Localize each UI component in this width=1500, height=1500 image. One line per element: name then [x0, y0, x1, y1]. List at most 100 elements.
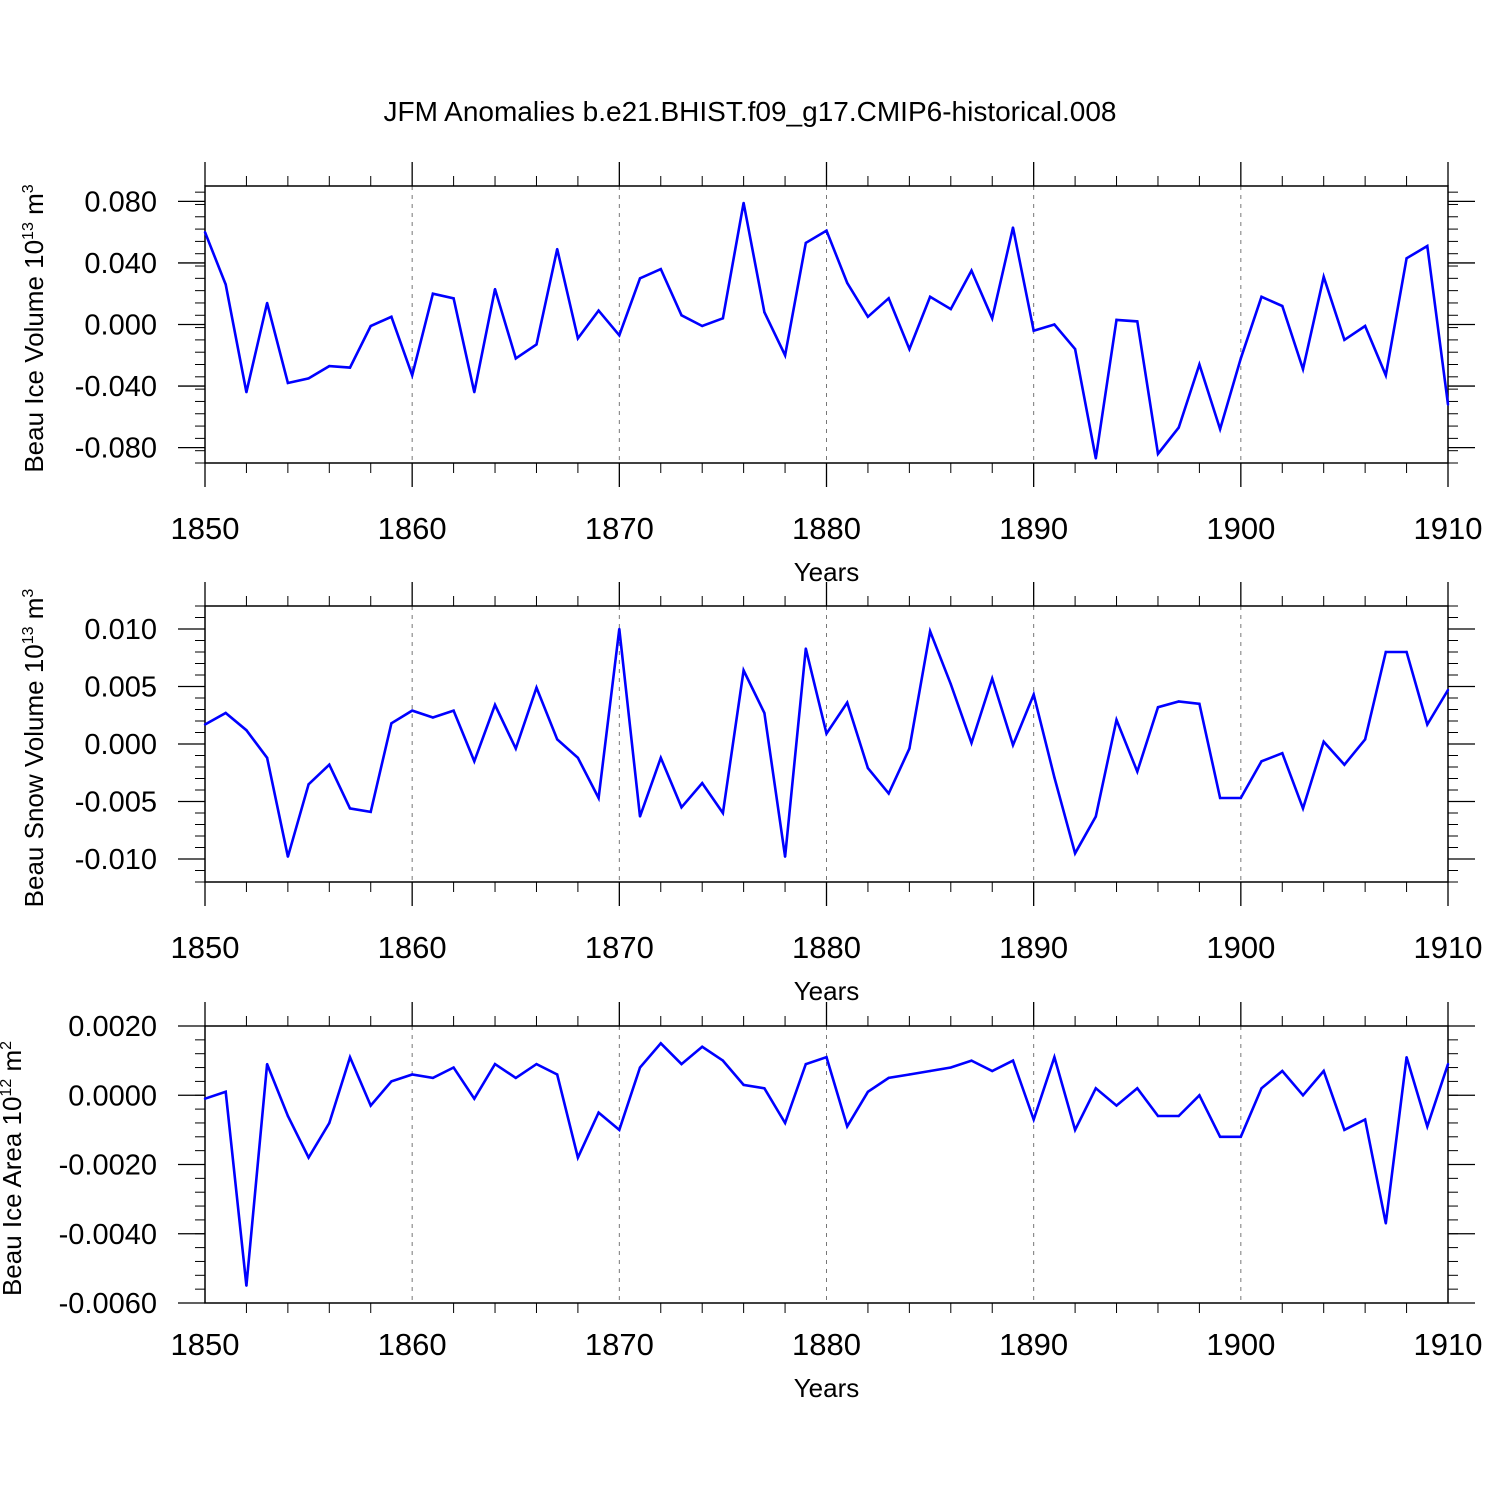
data-point [245, 391, 248, 394]
data-point [783, 855, 787, 858]
data-point [452, 297, 455, 300]
data-point [908, 347, 911, 351]
chart-title: JFM Anomalies b.e21.BHIST.f09_g17.CMIP6-… [383, 96, 1117, 127]
data-point [514, 1076, 517, 1080]
x-tick-label: 1860 [378, 930, 447, 965]
data-point [328, 364, 331, 368]
data-point [535, 1062, 538, 1066]
data-point [1343, 1128, 1346, 1132]
data-point [783, 354, 787, 357]
data-point [928, 1069, 932, 1073]
x-tick-label: 1870 [585, 1327, 654, 1362]
x-tick-label: 1880 [792, 511, 861, 546]
data-point [1343, 338, 1346, 342]
data-point [1156, 706, 1160, 709]
y-tick-label: 0.0020 [68, 1011, 157, 1043]
data-point [1322, 275, 1325, 278]
data-point [701, 324, 704, 328]
data-point [1405, 1055, 1408, 1059]
data-point [1177, 426, 1180, 429]
data-point [949, 683, 952, 686]
data-point [1177, 1114, 1180, 1118]
data-point [286, 1114, 290, 1118]
data-point [701, 1045, 704, 1048]
data-point [846, 701, 849, 704]
data-point [928, 630, 932, 633]
data-point [742, 1083, 745, 1087]
data-point [473, 391, 476, 394]
x-tick-label: 1900 [1206, 1327, 1275, 1362]
x-tick-label: 1890 [999, 511, 1068, 546]
data-point [328, 1121, 331, 1125]
data-point [1322, 1069, 1325, 1073]
data-point [597, 1111, 600, 1114]
data-point [390, 315, 393, 319]
data-point [1218, 1135, 1222, 1139]
data-point [1446, 1062, 1450, 1066]
y-tick-label: -0.080 [75, 433, 157, 465]
data-point [410, 709, 414, 712]
data-point [1363, 738, 1367, 741]
data-point [1094, 457, 1098, 460]
data-point [949, 307, 952, 311]
data-point [1260, 1087, 1263, 1090]
data-point [1405, 257, 1408, 260]
y-tick-label: -0.010 [75, 844, 157, 876]
data-point [970, 1059, 973, 1062]
data-point [928, 295, 932, 298]
x-tick-label: 1910 [1414, 511, 1483, 546]
data-point [680, 1062, 683, 1066]
data-point [1177, 700, 1180, 703]
x-tick-label: 1880 [792, 1327, 861, 1362]
y-tick-label: -0.040 [75, 371, 157, 403]
data-point [224, 711, 227, 715]
y-axis-label: Beau Ice Area 1012 m2 [0, 1041, 27, 1296]
data-point [908, 1073, 911, 1076]
data-point [1218, 796, 1222, 800]
data-point [638, 277, 642, 280]
data-point [866, 1090, 870, 1093]
data-point [991, 317, 994, 320]
data-point [721, 811, 725, 815]
x-tick-label: 1900 [1206, 511, 1275, 546]
data-point [1032, 693, 1035, 696]
data-point [473, 1097, 476, 1100]
y-tick-label: 0.080 [84, 186, 157, 218]
data-point [721, 1059, 725, 1062]
data-point [431, 292, 435, 295]
x-tick-label: 1850 [171, 1327, 240, 1362]
data-point [348, 366, 352, 369]
data-point [245, 729, 248, 732]
data-point [638, 1066, 642, 1069]
data-point [1218, 427, 1222, 431]
y-tick-label: -0.0020 [59, 1150, 157, 1182]
data-point [576, 1156, 580, 1159]
data-point [390, 1080, 393, 1083]
data-point [473, 760, 476, 763]
data-point [1053, 1055, 1056, 1059]
data-point [763, 1087, 766, 1090]
data-point [1281, 752, 1284, 755]
data-point [576, 756, 580, 759]
x-tick-label: 1850 [171, 511, 240, 546]
data-point [203, 230, 207, 234]
data-point [1136, 320, 1139, 323]
data-point [825, 229, 828, 232]
y-tick-label: -0.005 [75, 787, 157, 819]
data-point [1446, 688, 1450, 692]
data-point [1156, 1114, 1160, 1118]
data-point [804, 647, 807, 650]
data-point [1198, 363, 1201, 366]
data-point [1011, 226, 1015, 229]
data-point [245, 1284, 248, 1287]
data-point [1115, 1104, 1118, 1107]
data-point [1363, 1118, 1367, 1121]
data-point [390, 722, 393, 725]
data-point [825, 1055, 828, 1059]
data-point [763, 310, 766, 314]
data-point [1136, 770, 1139, 773]
data-point [1384, 1222, 1388, 1225]
data-point [535, 686, 538, 689]
data-point [991, 677, 994, 680]
